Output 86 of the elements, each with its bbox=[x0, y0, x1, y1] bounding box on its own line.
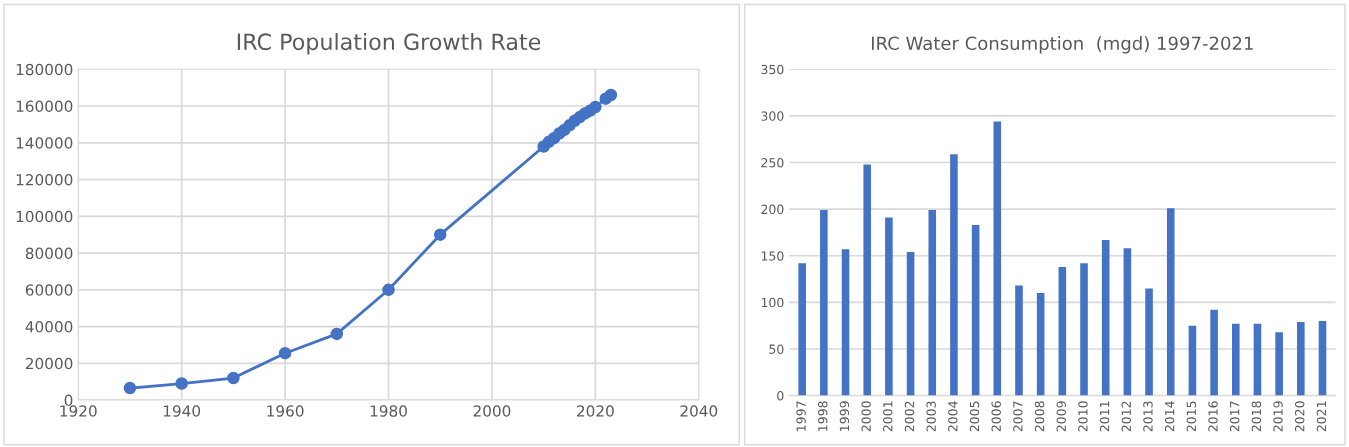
x-tick-label: 1920 bbox=[60, 405, 97, 417]
x-tick-label: 2007 bbox=[1013, 401, 1023, 432]
y-tick-label: 100 bbox=[761, 297, 784, 308]
x-tick-label: 1980 bbox=[370, 405, 407, 417]
bar bbox=[1297, 321, 1305, 396]
y-tick-label: 180000 bbox=[16, 63, 73, 76]
bar bbox=[798, 263, 806, 396]
bar bbox=[1145, 288, 1153, 396]
point bbox=[604, 88, 618, 102]
bar bbox=[971, 224, 980, 396]
point bbox=[175, 377, 188, 390]
bar bbox=[1058, 266, 1067, 396]
bar bbox=[1080, 263, 1088, 396]
x-tick-label: 2020 bbox=[577, 405, 614, 417]
x-tick-label: 1997 bbox=[796, 401, 806, 431]
y-tick-label: 20000 bbox=[25, 357, 73, 370]
bar bbox=[820, 210, 828, 396]
bar bbox=[1253, 323, 1262, 396]
bar bbox=[950, 154, 958, 396]
bar bbox=[928, 210, 937, 396]
bar bbox=[1318, 321, 1327, 396]
y-tick-label: 150 bbox=[761, 251, 784, 261]
x-tick-label: 2016 bbox=[1208, 401, 1218, 432]
x-tick-label: 2004 bbox=[948, 401, 958, 432]
x-tick-label: 1960 bbox=[267, 405, 304, 417]
point bbox=[278, 346, 292, 360]
x-tick-label: 1998 bbox=[818, 401, 828, 431]
y-tick-label: 0 bbox=[64, 394, 73, 407]
y-tick-label: 50 bbox=[769, 344, 784, 354]
bar bbox=[906, 252, 915, 396]
x-tick-label: 2008 bbox=[1034, 401, 1045, 432]
x-tick-label: 2006 bbox=[991, 401, 1001, 432]
bar bbox=[1036, 293, 1045, 396]
bar bbox=[1231, 323, 1240, 396]
x-tick-label: 2005 bbox=[969, 401, 980, 432]
x-tick-label: 1940 bbox=[163, 405, 201, 417]
y-tick-label: 0 bbox=[777, 391, 784, 401]
x-tick-label: 2011 bbox=[1099, 401, 1110, 432]
x-tick-label: 2010 bbox=[1078, 401, 1088, 432]
bar bbox=[885, 217, 893, 396]
y-tick-label: 140000 bbox=[16, 137, 73, 149]
x-tick-label: 2003 bbox=[926, 401, 936, 432]
x-tick-label: 2015 bbox=[1186, 401, 1197, 432]
y-tick-label: 350 bbox=[761, 64, 784, 75]
x-tick-label: 2017 bbox=[1229, 401, 1240, 432]
x-tick-label: 2000 bbox=[861, 401, 871, 432]
x-tick-label: 2012 bbox=[1121, 401, 1132, 432]
bar bbox=[863, 164, 872, 396]
y-tick-label: 200 bbox=[761, 204, 784, 215]
x-tick-label: 2000 bbox=[473, 405, 511, 417]
x-tick-label: 1999 bbox=[839, 401, 850, 431]
x-tick-label: 2018 bbox=[1251, 401, 1262, 432]
point bbox=[123, 381, 137, 395]
bar bbox=[1101, 239, 1110, 396]
point bbox=[382, 283, 395, 297]
bar bbox=[1210, 309, 1218, 396]
point bbox=[227, 371, 240, 385]
bar bbox=[1275, 332, 1283, 396]
y-tick-label: 60000 bbox=[25, 284, 73, 296]
y-tick-label: 80000 bbox=[25, 247, 73, 260]
bar bbox=[841, 249, 850, 396]
point bbox=[433, 228, 447, 241]
x-tick-label: 2001 bbox=[883, 401, 893, 432]
y-tick-label: 250 bbox=[761, 157, 784, 168]
point bbox=[330, 327, 344, 341]
point bbox=[589, 100, 602, 114]
y-tick-label: 100000 bbox=[16, 210, 73, 223]
bar bbox=[1123, 248, 1132, 396]
x-tick-label: 2040 bbox=[680, 405, 718, 417]
chart-title: IRC Population Growth Rate bbox=[237, 32, 541, 55]
bar bbox=[1166, 208, 1175, 396]
bar bbox=[1188, 325, 1197, 396]
y-tick-label: 160000 bbox=[16, 100, 73, 113]
x-tick-label: 2002 bbox=[904, 401, 915, 432]
x-tick-label: 2009 bbox=[1056, 401, 1066, 432]
bar bbox=[1015, 285, 1023, 396]
x-tick-label: 2013 bbox=[1143, 401, 1153, 432]
x-tick-label: 2014 bbox=[1164, 401, 1175, 432]
y-tick-label: 40000 bbox=[25, 321, 73, 333]
y-tick-label: 300 bbox=[761, 111, 784, 121]
y-tick-label: 120000 bbox=[16, 174, 73, 186]
bar bbox=[993, 121, 1002, 396]
chart-title: IRC Water Consumption (mgd) 1997-2021 bbox=[871, 36, 1253, 54]
x-tick-label: 2020 bbox=[1294, 401, 1305, 432]
x-tick-label: 2019 bbox=[1273, 401, 1283, 432]
x-tick-label: 2021 bbox=[1316, 401, 1327, 432]
